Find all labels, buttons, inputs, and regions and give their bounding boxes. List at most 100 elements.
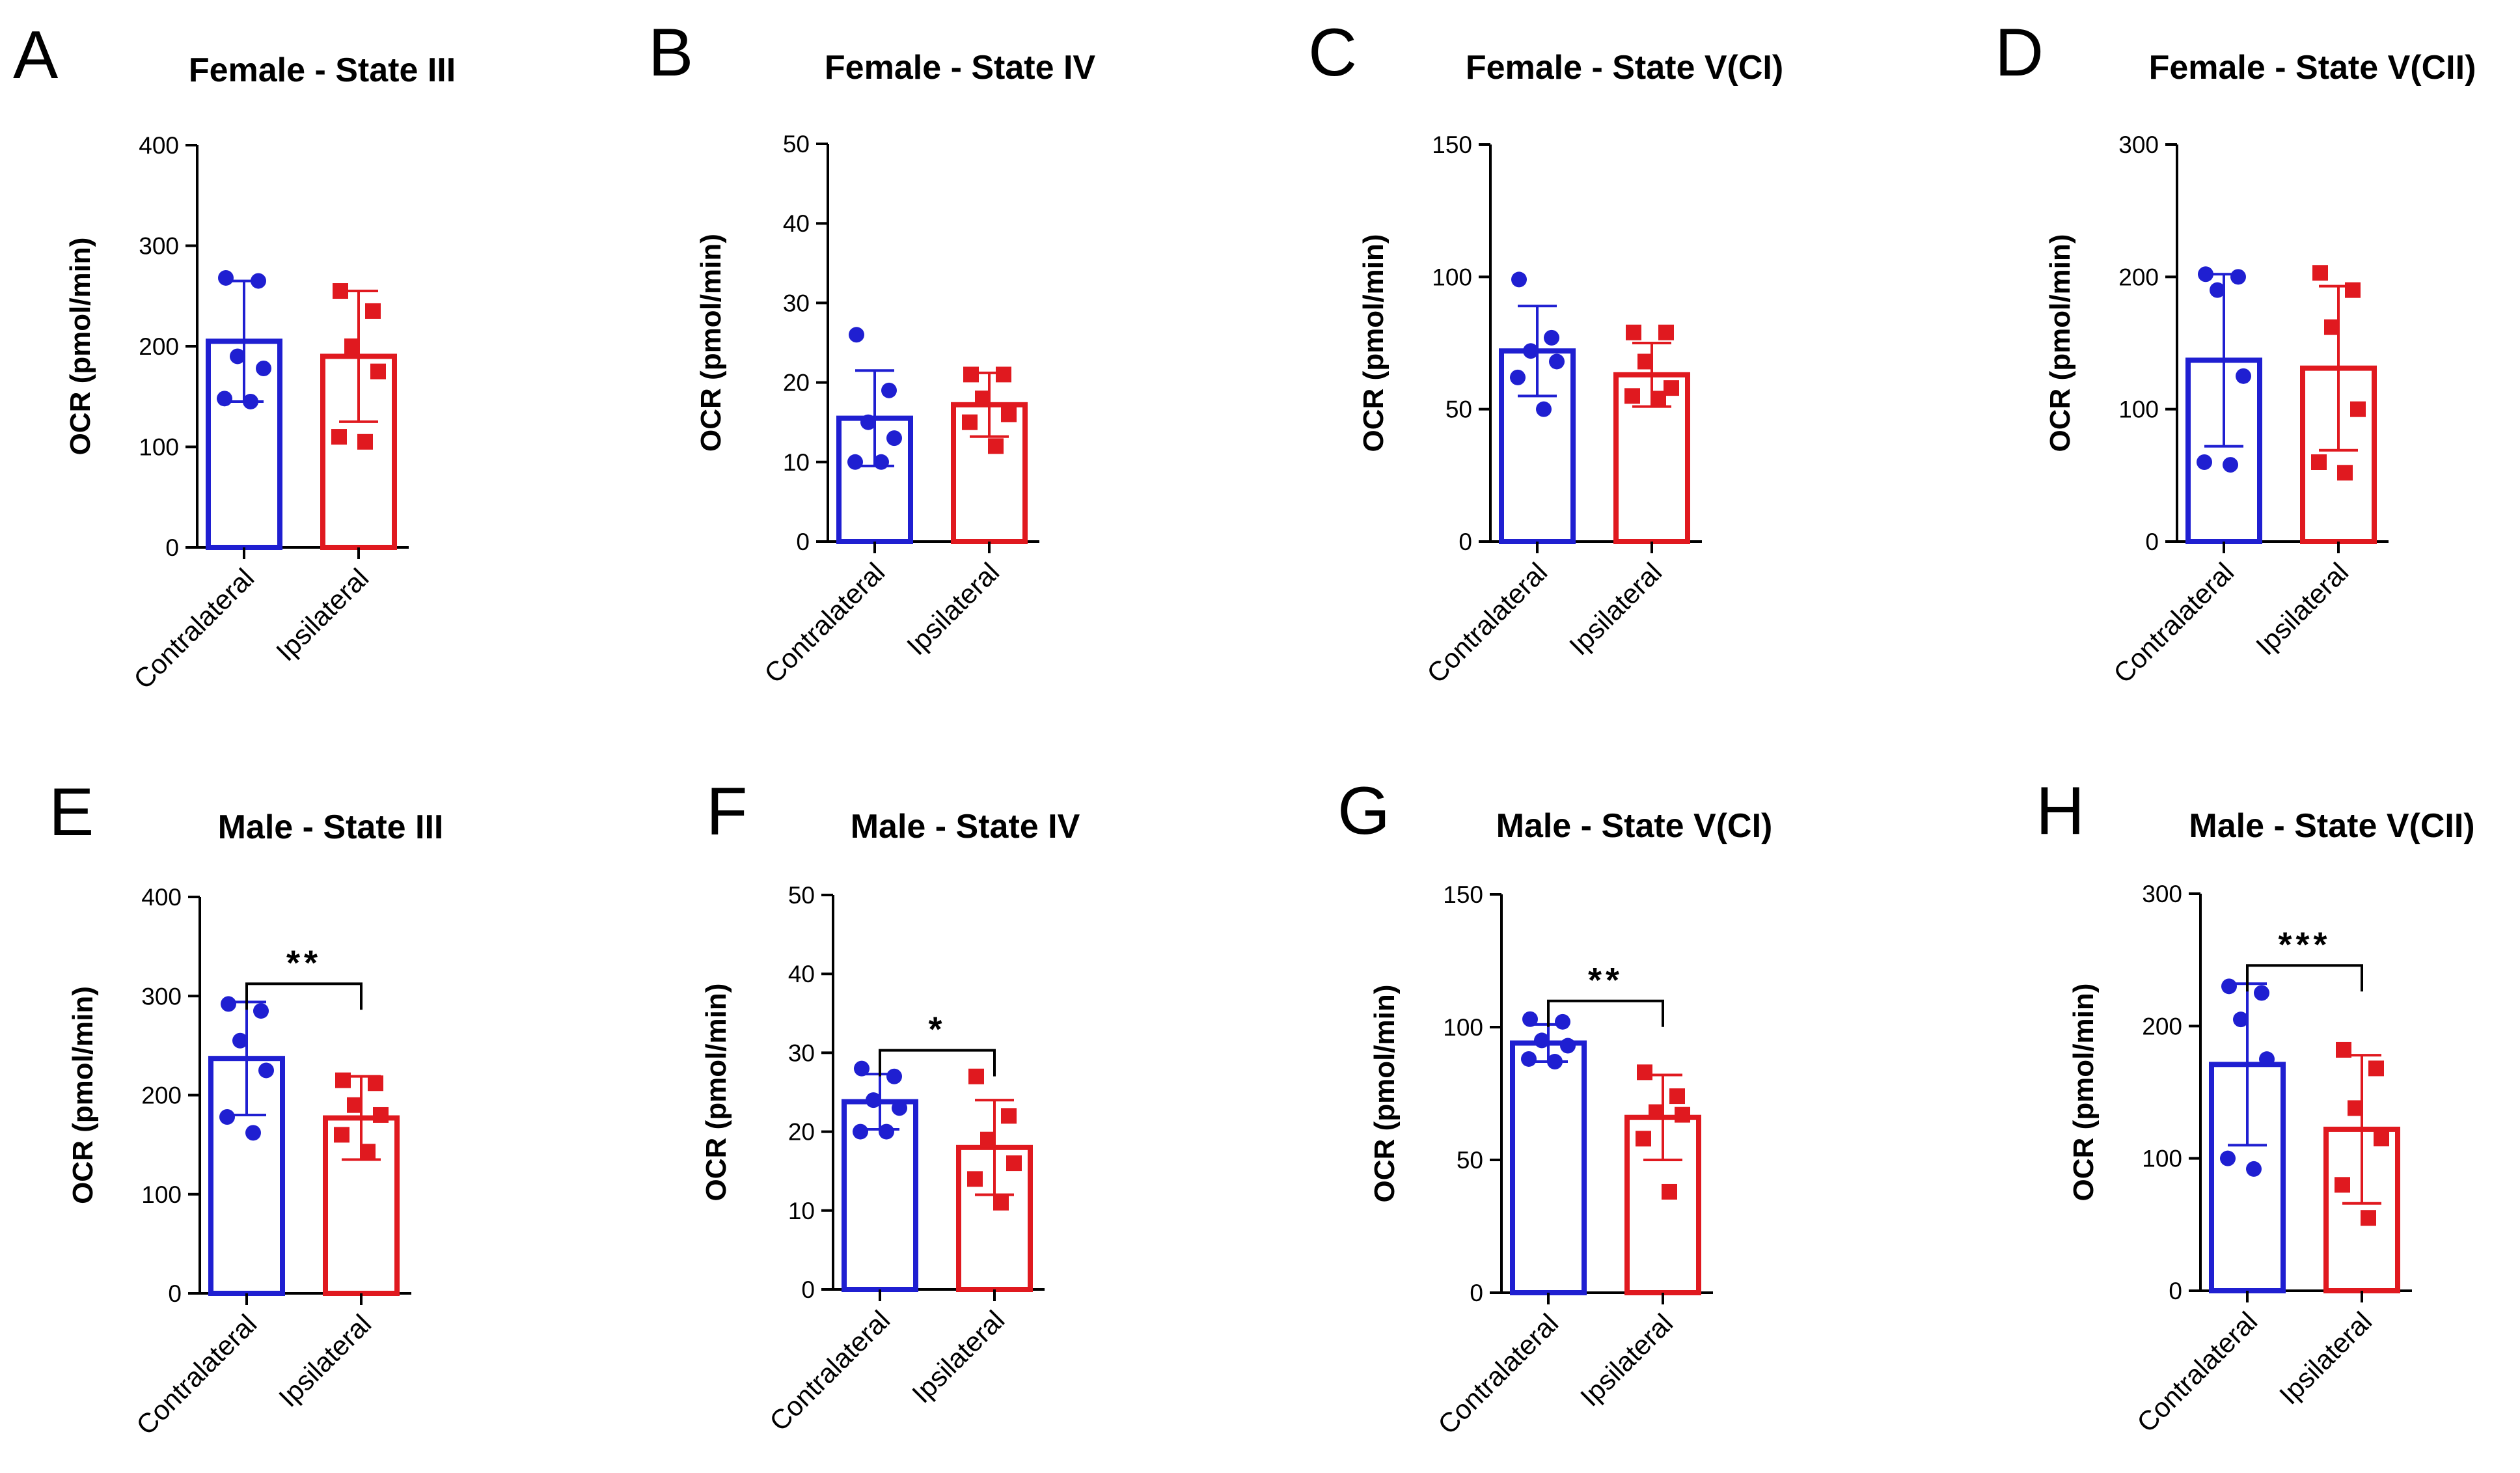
- data-point-contralateral: [2220, 1150, 2236, 1166]
- x-category-label: Ipsilateral: [273, 1308, 377, 1412]
- data-point-contralateral: [1560, 1038, 1576, 1054]
- y-tick-label: 40: [783, 210, 810, 237]
- y-tick-label: 30: [783, 290, 810, 316]
- data-point-contralateral: [2259, 1051, 2275, 1067]
- chart-panel-e: E Male - State III 0 100 200 300 400 OCR (pmol/…: [49, 775, 443, 1440]
- data-point-contralateral: [2233, 1012, 2249, 1028]
- data-point-ipsilateral: [1637, 353, 1653, 370]
- data-point-ipsilateral: [365, 303, 381, 319]
- y-tick-label: 100: [2118, 396, 2159, 423]
- significance-marker: **: [286, 943, 322, 982]
- data-point-ipsilateral: [963, 366, 979, 383]
- panel-letter: D: [1995, 15, 2044, 90]
- y-tick-label: 300: [139, 233, 179, 260]
- data-point-contralateral: [853, 1123, 868, 1140]
- data-point-ipsilateral: [996, 366, 1011, 383]
- x-category-label: Ipsilateral: [270, 562, 374, 667]
- data-point-contralateral: [1536, 401, 1552, 417]
- data-point-ipsilateral: [1626, 324, 1641, 340]
- bar-contralateral: [1510, 1040, 1587, 1295]
- chart-panel-d: D Female - State V(CII) 0 100 200 300 OCR (pmo…: [1995, 15, 2476, 689]
- data-point-ipsilateral: [988, 438, 1004, 454]
- y-tick-label: 300: [2118, 131, 2159, 158]
- data-point-ipsilateral: [993, 1194, 1009, 1211]
- data-point-ipsilateral: [962, 414, 978, 430]
- panel-letter: B: [648, 15, 693, 90]
- y-tick-label: 300: [2142, 881, 2182, 907]
- chart-title: Female - State III: [189, 51, 456, 89]
- data-point-ipsilateral: [357, 434, 373, 450]
- data-point-ipsilateral: [360, 1144, 376, 1160]
- chart-title: Male - State IV: [851, 808, 1080, 846]
- x-category-label: Ipsilateral: [1574, 1308, 1678, 1412]
- data-point-ipsilateral: [1658, 324, 1674, 340]
- y-tick-label: 10: [788, 1198, 815, 1224]
- data-point-ipsilateral: [2361, 1210, 2376, 1226]
- data-point-contralateral: [886, 430, 902, 447]
- y-tick-label: 0: [2169, 1278, 2182, 1304]
- data-point-contralateral: [258, 1062, 274, 1079]
- chart-title: Male - State V(CI): [1496, 807, 1773, 845]
- data-point-contralateral: [873, 454, 889, 470]
- y-axis-label: OCR (pmol/min): [1358, 234, 1390, 452]
- data-point-contralateral: [1511, 271, 1527, 288]
- y-tick-label: 150: [1443, 881, 1483, 908]
- x-category-label: Contralateral: [2107, 557, 2239, 689]
- data-point-contralateral: [218, 269, 234, 286]
- y-tick-label: 0: [1470, 1280, 1483, 1306]
- data-point-ipsilateral: [2368, 1060, 2384, 1077]
- chart-title: Male - State V(CII): [2189, 807, 2474, 845]
- data-point-ipsilateral: [1001, 1108, 1017, 1124]
- data-point-ipsilateral: [335, 1072, 351, 1088]
- y-tick-label: 400: [141, 884, 182, 911]
- chart-panel-f: F Male - State IV 0 10 20 30 40 50 OCR (pmol/min…: [700, 774, 1080, 1437]
- panel-letter: G: [1337, 773, 1390, 849]
- data-point-ipsilateral: [1675, 1107, 1690, 1123]
- y-axis-label: OCR (pmol/min): [64, 238, 96, 456]
- significance-marker: **: [1588, 961, 1623, 1000]
- chart-panel-a: A Female - State III 0 100 200 300 400 OCR (pmo…: [13, 18, 456, 695]
- data-point-contralateral: [1510, 369, 1526, 385]
- y-tick-label: 200: [2142, 1013, 2182, 1039]
- significance-marker: *: [928, 1010, 946, 1049]
- x-category-label: Ipsilateral: [901, 557, 1005, 661]
- data-point-contralateral: [251, 273, 266, 289]
- panel-letter: A: [13, 18, 59, 93]
- data-point-ipsilateral: [1669, 1088, 1685, 1105]
- data-point-contralateral: [1522, 1011, 1538, 1027]
- data-point-ipsilateral: [347, 1097, 363, 1113]
- y-axis-label: OCR (pmol/min): [67, 986, 99, 1204]
- y-tick-label: 200: [2118, 264, 2159, 290]
- data-point-contralateral: [230, 348, 245, 365]
- data-point-contralateral: [217, 391, 232, 407]
- significance-marker: ***: [2278, 925, 2331, 964]
- y-tick-label: 0: [1459, 529, 1472, 555]
- data-point-contralateral: [2236, 368, 2251, 384]
- data-point-contralateral: [2223, 457, 2238, 473]
- y-tick-label: 400: [139, 132, 179, 159]
- data-point-contralateral: [881, 382, 897, 398]
- chart-title: Female - State V(CII): [2149, 49, 2476, 87]
- y-tick-label: 100: [139, 434, 179, 461]
- data-point-ipsilateral: [2336, 1041, 2351, 1058]
- data-point-contralateral: [1547, 1054, 1563, 1070]
- panel-letter: C: [1308, 15, 1357, 90]
- data-point-contralateral: [2197, 454, 2212, 470]
- y-tick-label: 200: [141, 1082, 182, 1109]
- data-point-ipsilateral: [368, 1075, 383, 1092]
- y-tick-label: 100: [2142, 1146, 2182, 1172]
- data-point-contralateral: [245, 1125, 261, 1141]
- chart-title: Female - State IV: [825, 49, 1095, 87]
- significance-bracket: [1547, 999, 1664, 1027]
- data-point-ipsilateral: [2335, 1177, 2350, 1193]
- y-axis-label: OCR (pmol/min): [695, 234, 727, 452]
- data-point-ipsilateral: [333, 283, 348, 299]
- data-point-ipsilateral: [968, 1068, 984, 1084]
- data-point-ipsilateral: [2324, 319, 2340, 335]
- x-category-label: Contralateral: [1421, 557, 1553, 689]
- x-category-label: Ipsilateral: [2273, 1306, 2377, 1410]
- data-point-ipsilateral: [1650, 391, 1666, 407]
- data-point-contralateral: [2210, 282, 2225, 298]
- data-point-ipsilateral: [980, 1131, 996, 1148]
- y-tick-label: 0: [2145, 529, 2159, 555]
